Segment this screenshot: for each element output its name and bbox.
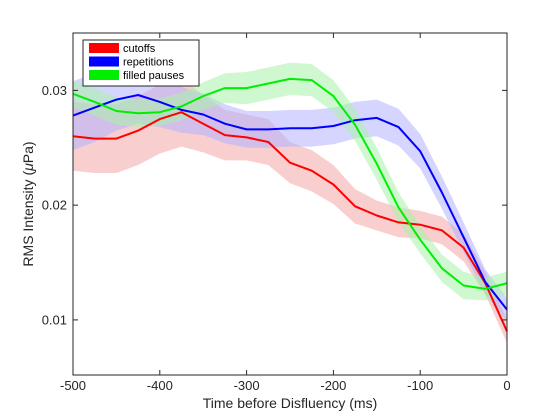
legend-swatch-repetitions <box>89 56 119 67</box>
y-tick-label: 0.01 <box>42 312 67 327</box>
x-axis-ticks: -500 -400 -300 -200 -100 0 <box>60 33 511 393</box>
series-lines <box>72 77 508 332</box>
y-axis-label-prefix: RMS Intensity ( <box>20 171 36 267</box>
x-tick-label: -300 <box>234 378 260 393</box>
legend-label-filled-pauses: filled pauses <box>123 70 185 82</box>
x-tick-label: -200 <box>320 378 346 393</box>
filled-pauses-line <box>72 77 508 290</box>
y-tick-label: 0.02 <box>42 198 67 213</box>
x-tick-label: -100 <box>407 378 433 393</box>
repetitions-band <box>73 66 507 322</box>
cutoffs-band <box>73 77 507 343</box>
y-axis-label-mu: μ <box>20 163 36 172</box>
filled-pauses-band <box>73 62 507 301</box>
legend-label-repetitions: repetitions <box>123 57 174 69</box>
repetitions-line <box>72 94 508 311</box>
y-axis-ticks: 0.01 0.02 0.03 <box>42 83 507 327</box>
cutoffs-line <box>72 111 508 332</box>
legend-label-cutoffs: cutoffs <box>123 43 156 55</box>
confidence-bands <box>73 62 507 343</box>
x-axis-label: Time before Disfluency (ms) <box>203 395 378 411</box>
y-axis-label-suffix: Pa) <box>20 141 36 163</box>
x-tick-label: 0 <box>503 378 510 393</box>
legend-swatch-cutoffs <box>89 43 119 53</box>
legend-swatch-filled-pauses <box>89 70 119 80</box>
axes-box <box>72 32 508 376</box>
y-axis-label: RMS Intensity (μPa) <box>20 141 36 266</box>
x-tick-label: -500 <box>60 378 86 393</box>
x-tick-label: -400 <box>147 378 173 393</box>
y-tick-label: 0.03 <box>42 83 67 98</box>
